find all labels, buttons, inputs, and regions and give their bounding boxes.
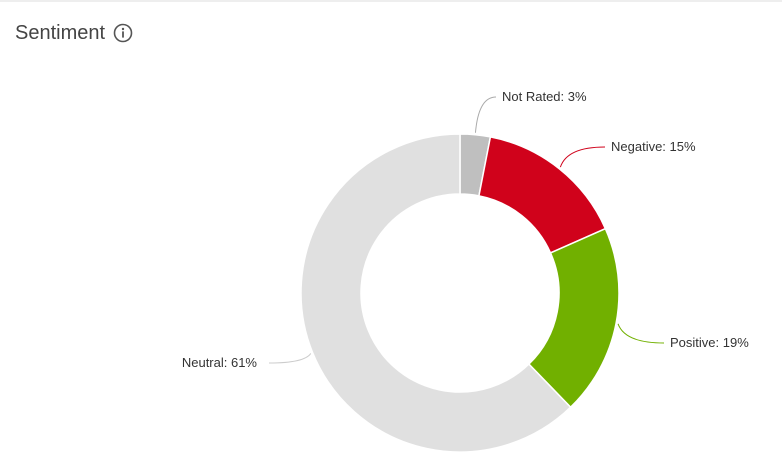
label-neutral: Neutral: 61% — [182, 355, 258, 370]
label-negative: Negative: 15% — [611, 139, 696, 154]
connector-not-rated — [474, 96, 497, 133]
connector-positive — [617, 323, 665, 344]
label-connectors — [268, 96, 665, 364]
info-circle-icon[interactable] — [113, 23, 133, 43]
panel-header: Sentiment — [15, 21, 133, 45]
donut-slices — [300, 133, 620, 453]
label-positive: Positive: 19% — [670, 335, 749, 350]
connector-neutral — [268, 353, 312, 364]
connector-negative — [559, 146, 606, 168]
slice-neutral[interactable] — [300, 133, 572, 453]
slice-labels: Not Rated: 3% Negative: 15% Positive: 19% N… — [182, 89, 749, 370]
label-not-rated: Not Rated: 3% — [502, 89, 587, 104]
top-divider — [0, 0, 782, 2]
slice-negative[interactable] — [478, 136, 607, 254]
panel-title: Sentiment — [15, 22, 106, 44]
